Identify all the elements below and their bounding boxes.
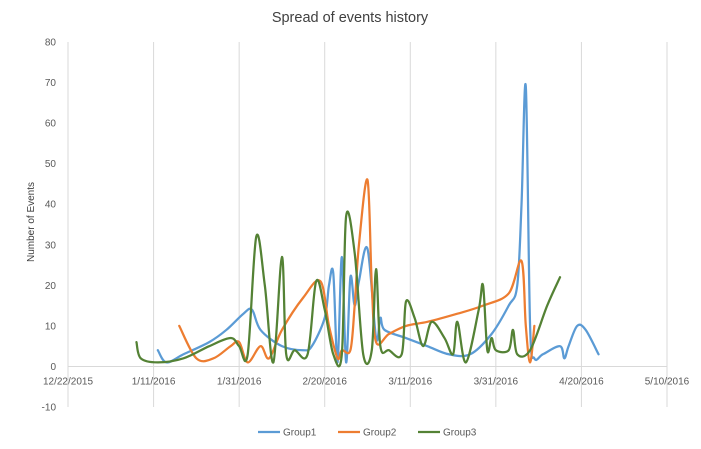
y-axis-title: Number of Events [26, 182, 37, 262]
y-tick-label: 50 [45, 159, 57, 170]
series-line-group3 [135, 210, 562, 368]
y-tick-label: 30 [45, 240, 57, 251]
series-line-group2 [178, 178, 536, 364]
axes: 12/22/2015 1/11/2016 1/31/2016 2/20/2016 3/1… [42, 38, 690, 414]
legend-label: Group3 [443, 428, 477, 439]
x-tick-label: 4/20/2016 [559, 376, 604, 387]
grid-lines [67, 42, 668, 407]
y-tick-label: -10 [42, 403, 57, 414]
chart-title: Spread of events history [272, 10, 429, 26]
legend: Group1 Group2 Group3 [258, 428, 477, 439]
x-tick-label: 3/11/2016 [388, 376, 432, 387]
x-tick-label: 1/11/2016 [132, 376, 176, 387]
series-lines [135, 82, 600, 368]
x-tick-label: 1/31/2016 [217, 376, 262, 387]
y-tick-label: 60 [45, 119, 57, 130]
legend-label: Group1 [283, 428, 317, 439]
x-tick-label: 2/20/2016 [302, 376, 347, 387]
x-tick-label: 5/10/2016 [645, 376, 690, 387]
x-tick-label: 3/31/2016 [474, 376, 519, 387]
y-tick-label: 0 [50, 362, 56, 373]
y-tick-label: 40 [45, 200, 57, 211]
y-tick-label: 20 [45, 281, 57, 292]
y-tick-label: 10 [45, 321, 57, 332]
y-tick-label: 70 [45, 78, 57, 89]
legend-label: Group2 [363, 428, 397, 439]
y-tick-label: 80 [45, 38, 57, 49]
